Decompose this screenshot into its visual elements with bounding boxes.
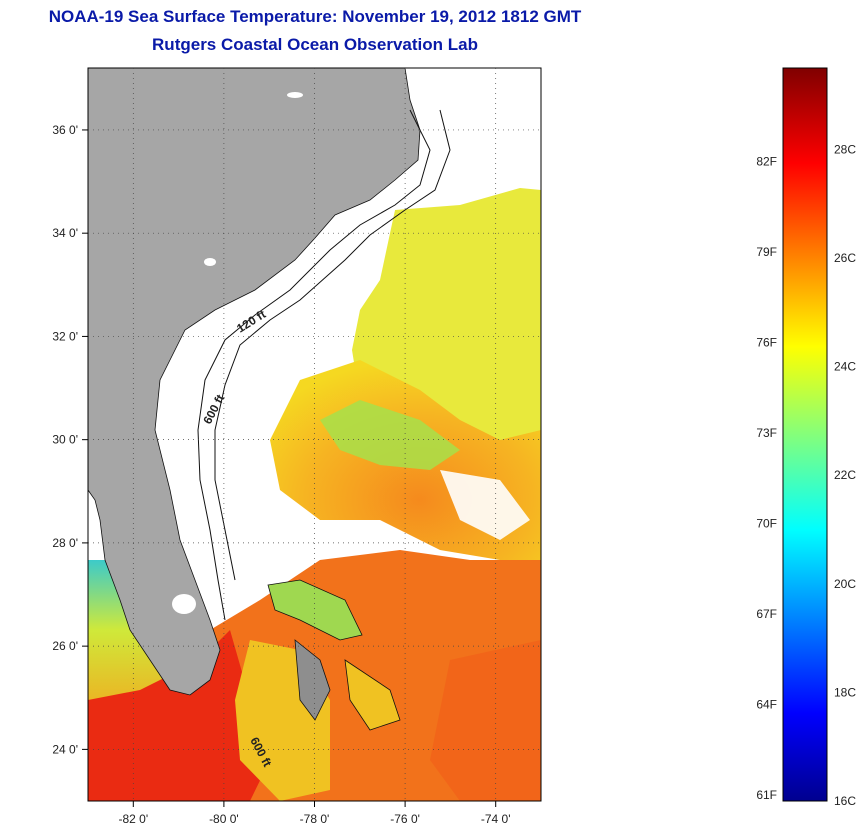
lat-tick-label: 32 0'	[52, 329, 78, 343]
lat-tick-label: 28 0'	[52, 536, 78, 550]
bahamas-bank	[267, 579, 363, 641]
lon-tick-label: -76 0'	[390, 812, 420, 826]
fahrenheit-label: 82F	[756, 155, 777, 169]
lat-tick-label: 34 0'	[52, 226, 78, 240]
contour-600ft	[214, 109, 451, 581]
celsius-label: 16C	[834, 794, 856, 808]
fahrenheit-label: 70F	[756, 516, 777, 530]
celsius-label: 18C	[834, 685, 856, 699]
celsius-label: 20C	[834, 577, 856, 591]
fahrenheit-label: 67F	[756, 607, 777, 621]
lon-tick-label: -74 0'	[481, 812, 511, 826]
celsius-label: 22C	[834, 468, 856, 482]
lat-tick-label: 26 0'	[52, 639, 78, 653]
fahrenheit-label: 76F	[756, 335, 777, 349]
lat-tick-label: 30 0'	[52, 433, 78, 447]
fahrenheit-label: 73F	[756, 426, 777, 440]
fahrenheit-label: 64F	[756, 697, 777, 711]
land-mass	[88, 68, 421, 696]
map-title: NOAA-19 Sea Surface Temperature: Novembe…	[48, 7, 582, 26]
lon-tick-label: -80 0'	[209, 812, 239, 826]
lon-tick-label: -78 0'	[300, 812, 330, 826]
contour-120ft	[197, 109, 431, 621]
fahrenheit-label: 61F	[756, 788, 777, 802]
lat-tick-label: 24 0'	[52, 742, 78, 756]
lon-tick-label: -82 0'	[118, 812, 148, 826]
celsius-label: 24C	[834, 360, 856, 374]
colorbar-gradient	[782, 67, 828, 802]
map-subtitle: Rutgers Coastal Ocean Observation Lab	[152, 35, 478, 54]
celsius-label: 28C	[834, 142, 856, 156]
lat-tick-label: 36 0'	[52, 123, 78, 137]
celsius-label: 26C	[834, 251, 856, 265]
fahrenheit-label: 79F	[756, 245, 777, 259]
